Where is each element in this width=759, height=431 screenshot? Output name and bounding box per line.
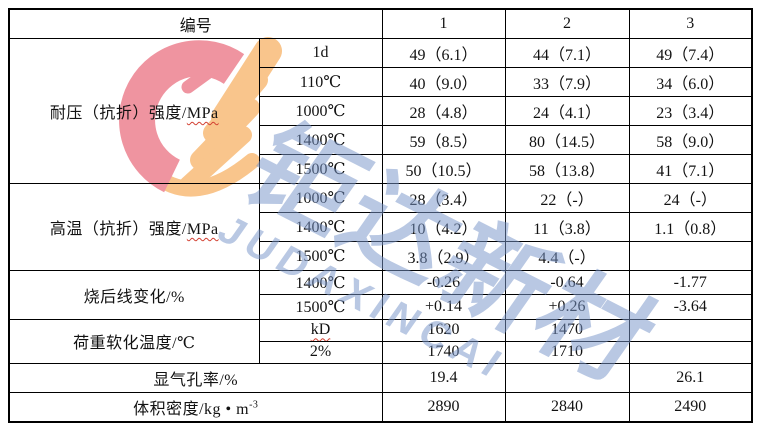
condition-cell: 1400℃	[258, 125, 383, 156]
table-row: 体积密度/kg • m-3 2890 2840 2490	[8, 391, 753, 423]
table-row: 荷重软化温度/℃ kD 1620 1470	[8, 318, 753, 364]
value-cell	[628, 241, 753, 272]
value-cell: 10（4.2）	[381, 212, 506, 243]
condition-cell: 1000℃	[258, 96, 383, 127]
header-cell: 2	[504, 8, 630, 40]
value-cell: 3.8（2.9）	[381, 241, 506, 272]
header-cell: 1	[381, 8, 506, 40]
value-cell: +0.26	[504, 294, 630, 320]
value-cell: 24（4.1）	[504, 96, 630, 127]
category-label: 高温（抗折）强度/	[49, 221, 187, 239]
value-cell: 11（3.8）	[504, 212, 630, 243]
value-cell: 22（-）	[504, 183, 630, 214]
condition-cell: 1500℃	[258, 241, 383, 272]
value-cell	[628, 318, 753, 342]
table-row: 编号 1 2 3	[8, 8, 753, 40]
table-row: 耐压（抗折）强度/MPa 1d 49（6.1） 44（7.1） 49（7.4）	[8, 38, 753, 185]
value-cell: 80（14.5）	[504, 125, 630, 156]
value-cell: 28（3.4）	[381, 183, 506, 214]
category-cell: 耐压（抗折）强度/MPa	[8, 38, 260, 185]
condition-cell: 1d	[258, 38, 383, 69]
value-cell	[504, 362, 630, 393]
value-cell: -1.77	[628, 270, 753, 296]
condition-cell: kD	[258, 318, 383, 342]
value-cell: -3.64	[628, 294, 753, 320]
table-row: 1400℃ 59（8.5） 80（14.5） 58（9.0）	[9, 125, 753, 156]
category-label: 耐压（抗折）强度/	[49, 105, 187, 123]
category-unit: MPa	[186, 221, 219, 239]
table-row: 1500℃ 50（10.5） 58（13.8） 41（7.1）	[9, 154, 753, 185]
table-row: 1500℃ 3.8（2.9） 4.4（-）	[9, 241, 753, 272]
value-cell: -0.26	[381, 270, 506, 296]
header-cell-id: 编号	[8, 8, 383, 40]
table-row: 2% 1740 1710	[9, 340, 753, 364]
value-cell: 49（6.1）	[381, 38, 506, 69]
value-cell: 1.1（0.8）	[628, 212, 753, 243]
value-cell: 2490	[628, 391, 753, 423]
table-row: 1500℃ +0.14 +0.26 -3.64	[9, 294, 753, 320]
value-cell: 50（10.5）	[381, 154, 506, 185]
summary-label-exponent: -3	[249, 399, 259, 411]
condition-cell: 1400℃	[258, 270, 383, 296]
value-cell: 1470	[504, 318, 630, 342]
value-cell: 4.4（-）	[504, 241, 630, 272]
header-cell: 3	[628, 8, 753, 40]
value-cell: 33（7.9）	[504, 67, 630, 98]
condition-cell: 1400℃	[258, 212, 383, 243]
summary-label-cell: 显气孔率/%	[8, 362, 383, 393]
value-cell: 58（9.0）	[628, 125, 753, 156]
value-cell: 59（8.5）	[381, 125, 506, 156]
properties-table: 编号 1 2 3 耐压（抗折）强度/MPa 1d 49（6.1） 44（7.1）…	[8, 8, 754, 423]
condition-cell: 1500℃	[258, 294, 383, 320]
table-row: 1400℃ 10（4.2） 11（3.8） 1.1（0.8）	[9, 212, 753, 243]
table-row: 显气孔率/% 19.4 26.1	[8, 362, 753, 393]
category-label: 烧后线变化/%	[83, 288, 185, 306]
value-cell	[628, 340, 753, 364]
value-cell: 2890	[381, 391, 506, 423]
summary-label: 显气孔率/%	[153, 371, 239, 389]
condition-cell: 1000℃	[258, 183, 383, 214]
value-cell: 26.1	[628, 362, 753, 393]
value-cell: 1620	[381, 318, 506, 342]
value-cell: 58（13.8）	[504, 154, 630, 185]
condition-cell: 110℃	[258, 67, 383, 98]
value-cell: 40（9.0）	[381, 67, 506, 98]
value-cell: 2840	[504, 391, 630, 423]
summary-label-cell: 体积密度/kg • m-3	[8, 391, 383, 423]
condition-cell: 2%	[258, 340, 383, 364]
value-cell: 24（-）	[628, 183, 753, 214]
table-row: 高温（抗折）强度/MPa 1000℃ 28（3.4） 22（-） 24（-）	[8, 183, 753, 272]
value-cell: +0.14	[381, 294, 506, 320]
value-cell: 1710	[504, 340, 630, 364]
value-cell: 49（7.4）	[628, 38, 753, 69]
value-cell: 41（7.1）	[628, 154, 753, 185]
value-cell: 44（7.1）	[504, 38, 630, 69]
value-cell: 1740	[381, 340, 506, 364]
condition-label: kD	[310, 321, 331, 339]
value-cell: 23（3.4）	[628, 96, 753, 127]
value-cell: 28（4.8）	[381, 96, 506, 127]
category-label: 荷重软化温度/℃	[73, 335, 196, 353]
category-cell: 烧后线变化/%	[8, 270, 260, 320]
value-cell: -0.64	[504, 270, 630, 296]
summary-label: 体积密度/kg • m	[133, 400, 250, 418]
category-cell: 高温（抗折）强度/MPa	[8, 183, 260, 272]
value-cell: 19.4	[381, 362, 506, 393]
condition-cell: 1500℃	[258, 154, 383, 185]
category-unit: MPa	[186, 105, 219, 123]
value-cell: 34（6.0）	[628, 67, 753, 98]
table-row: 烧后线变化/% 1400℃ -0.26 -0.64 -1.77	[8, 270, 753, 320]
category-cell: 荷重软化温度/℃	[8, 318, 260, 364]
